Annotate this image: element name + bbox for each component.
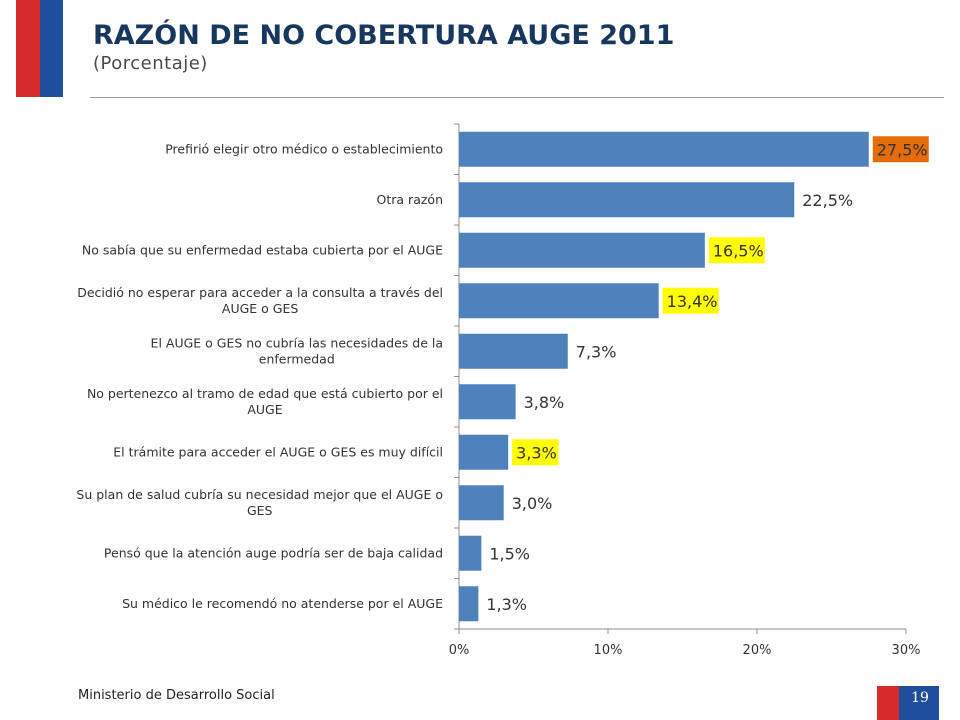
value-label: 7,3% [576, 342, 617, 361]
page-badge-blue [899, 686, 939, 720]
category-label: Pensó que la atención auge podría ser de… [104, 545, 443, 560]
footer-ministry: Ministerio de Desarrollo Social [78, 688, 275, 703]
category-label: No pertenezco al tramo de edad que está … [87, 386, 443, 401]
value-label: 1,3% [486, 595, 527, 614]
category-label: El trámite para acceder el AUGE o GES es… [113, 444, 443, 459]
bar [459, 182, 795, 218]
page-title: RAZÓN DE NO COBERTURA AUGE 2011 [93, 20, 675, 51]
category-label: El AUGE o GES no cubría las necesidades … [151, 335, 443, 350]
value-label: 3,3% [516, 443, 557, 462]
category-label-line2: AUGE [247, 402, 282, 417]
page-badge-red [877, 686, 899, 720]
bar [459, 131, 869, 167]
x-tick-label: 10% [594, 643, 623, 658]
value-label: 27,5% [877, 140, 928, 159]
category-label-line2: enfermedad [259, 351, 335, 366]
bar [459, 485, 504, 521]
value-label: 22,5% [802, 191, 853, 210]
category-label: Decidió no esperar para acceder a la con… [77, 285, 443, 300]
bar [459, 283, 659, 319]
value-label: 3,0% [512, 494, 553, 513]
value-label: 16,5% [713, 241, 764, 260]
value-label-highlight [708, 237, 765, 264]
value-label: 3,8% [524, 393, 565, 412]
x-tick-label: 0% [449, 643, 470, 658]
page-subtitle: (Porcentaje) [93, 53, 208, 74]
category-label-line2: GES [247, 503, 273, 518]
value-label: 13,4% [667, 292, 718, 311]
value-label-highlight [662, 287, 719, 314]
value-label-highlight [512, 439, 559, 466]
value-label-highlight [872, 136, 929, 163]
title-divider [90, 97, 944, 98]
page-number: 19 [911, 690, 929, 706]
bar [459, 586, 479, 622]
bar-chart: 0% 10% 20% 30% Prefirió elegir otro médico o… [76, 123, 929, 658]
category-label-line2: AUGE o GES [222, 301, 298, 316]
category-label: Su plan de salud cubría su necesidad mej… [76, 487, 443, 502]
bar [459, 434, 509, 470]
bar [459, 384, 516, 420]
bar [459, 333, 568, 369]
bar [459, 232, 705, 268]
value-label: 1,5% [489, 544, 530, 563]
category-label: Su médico le recomendó no atenderse por … [122, 596, 443, 611]
flag-blue-stripe [40, 0, 63, 97]
x-tick-label: 30% [892, 643, 921, 658]
x-tick-label: 20% [743, 643, 772, 658]
category-label: Prefirió elegir otro médico o establecim… [165, 141, 443, 156]
category-label: No sabía que su enfermedad estaba cubier… [82, 242, 443, 257]
flag-red-stripe [16, 0, 40, 97]
bar [459, 535, 482, 571]
category-label: Otra razón [377, 192, 443, 207]
